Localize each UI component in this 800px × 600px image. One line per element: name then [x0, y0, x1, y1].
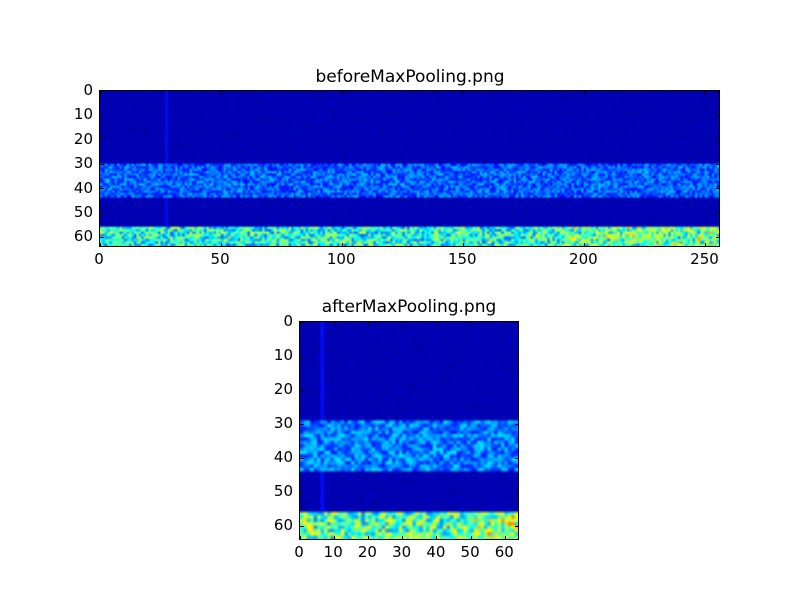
x-tick-top — [436, 322, 438, 326]
y-tick-right — [716, 139, 720, 141]
x-tick-label: 0 — [294, 543, 304, 561]
x-tick-bottom — [341, 243, 343, 247]
x-tick-top — [220, 91, 222, 95]
y-tick-left — [100, 114, 104, 116]
y-tick-label: 20 — [273, 380, 293, 399]
x-tick-top — [367, 322, 369, 326]
x-tick-bottom — [333, 536, 335, 540]
y-tick-label: 50 — [73, 202, 93, 221]
y-tick-left — [100, 163, 104, 165]
y-tick-left — [100, 212, 104, 214]
y-tick-right — [515, 423, 519, 425]
y-tick-right — [716, 212, 720, 214]
y-tick-label: 50 — [273, 482, 293, 501]
y-tick-label: 60 — [273, 516, 293, 535]
x-tick-top — [462, 91, 464, 95]
y-tick-right — [716, 236, 720, 238]
y-tick-right — [515, 491, 519, 493]
heatmap-before-image — [100, 91, 719, 246]
x-tick-label: 250 — [690, 250, 719, 268]
x-tick-top — [704, 91, 706, 95]
chart-title-after: afterMaxPooling.png — [321, 297, 497, 317]
y-tick-right — [716, 114, 720, 116]
x-tick-label: 20 — [357, 543, 377, 561]
x-tick-label: 50 — [210, 250, 230, 268]
y-tick-left — [300, 355, 304, 357]
x-tick-label: 100 — [326, 250, 356, 268]
y-tick-label: 40 — [73, 178, 93, 197]
x-tick-label: 30 — [392, 543, 412, 561]
y-tick-label: 0 — [283, 312, 293, 330]
y-tick-left — [100, 188, 104, 189]
x-tick-label: 50 — [460, 543, 480, 561]
y-tick-right — [515, 321, 519, 323]
y-tick-label: 10 — [73, 105, 93, 124]
x-tick-label: 40 — [426, 543, 446, 561]
y-tick-label: 30 — [273, 414, 293, 433]
y-tick-right — [515, 457, 519, 459]
x-tick-bottom — [504, 536, 506, 540]
x-tick-top — [341, 91, 343, 95]
x-tick-label: 200 — [569, 250, 598, 268]
chart-title-before: beforeMaxPooling.png — [315, 67, 505, 87]
y-tick-left — [300, 389, 304, 391]
x-tick-bottom — [436, 536, 438, 540]
y-tick-label: 30 — [73, 154, 93, 173]
y-tick-label: 60 — [73, 227, 93, 246]
y-tick-left — [300, 423, 304, 425]
y-tick-label: 40 — [273, 448, 293, 467]
x-tick-top — [504, 322, 506, 326]
x-tick-bottom — [220, 243, 222, 247]
y-tick-right — [716, 90, 720, 92]
y-tick-label: 20 — [73, 129, 93, 148]
x-tick-bottom — [704, 243, 706, 247]
x-tick-top — [299, 322, 301, 326]
x-tick-label: 60 — [494, 543, 514, 561]
x-tick-top — [99, 91, 101, 95]
heatmap-before-axes — [99, 90, 720, 247]
y-tick-left — [300, 491, 304, 493]
x-tick-bottom — [299, 536, 301, 540]
y-tick-label: 10 — [273, 346, 293, 365]
x-tick-top — [583, 91, 585, 95]
y-tick-label: 0 — [83, 81, 93, 99]
y-tick-right — [716, 188, 720, 189]
y-tick-right — [515, 355, 519, 357]
y-tick-left — [300, 525, 304, 527]
y-tick-right — [515, 389, 519, 391]
y-tick-left — [100, 236, 104, 238]
y-tick-right — [716, 163, 720, 165]
x-tick-bottom — [470, 536, 472, 540]
y-tick-left — [300, 457, 304, 459]
y-tick-left — [100, 90, 104, 92]
x-tick-top — [402, 322, 404, 326]
y-tick-right — [515, 525, 519, 527]
heatmap-after-axes — [299, 321, 519, 540]
x-tick-bottom — [583, 243, 585, 247]
x-tick-bottom — [99, 243, 101, 247]
heatmap-after-image — [300, 322, 518, 539]
x-tick-top — [470, 322, 472, 326]
y-tick-left — [300, 321, 304, 323]
x-tick-label: 150 — [447, 250, 477, 268]
x-tick-label: 0 — [94, 250, 104, 268]
x-tick-label: 10 — [323, 543, 343, 561]
y-tick-left — [100, 139, 104, 141]
x-tick-bottom — [367, 536, 369, 540]
x-tick-top — [333, 322, 335, 326]
x-tick-bottom — [462, 243, 464, 247]
x-tick-bottom — [402, 536, 404, 540]
